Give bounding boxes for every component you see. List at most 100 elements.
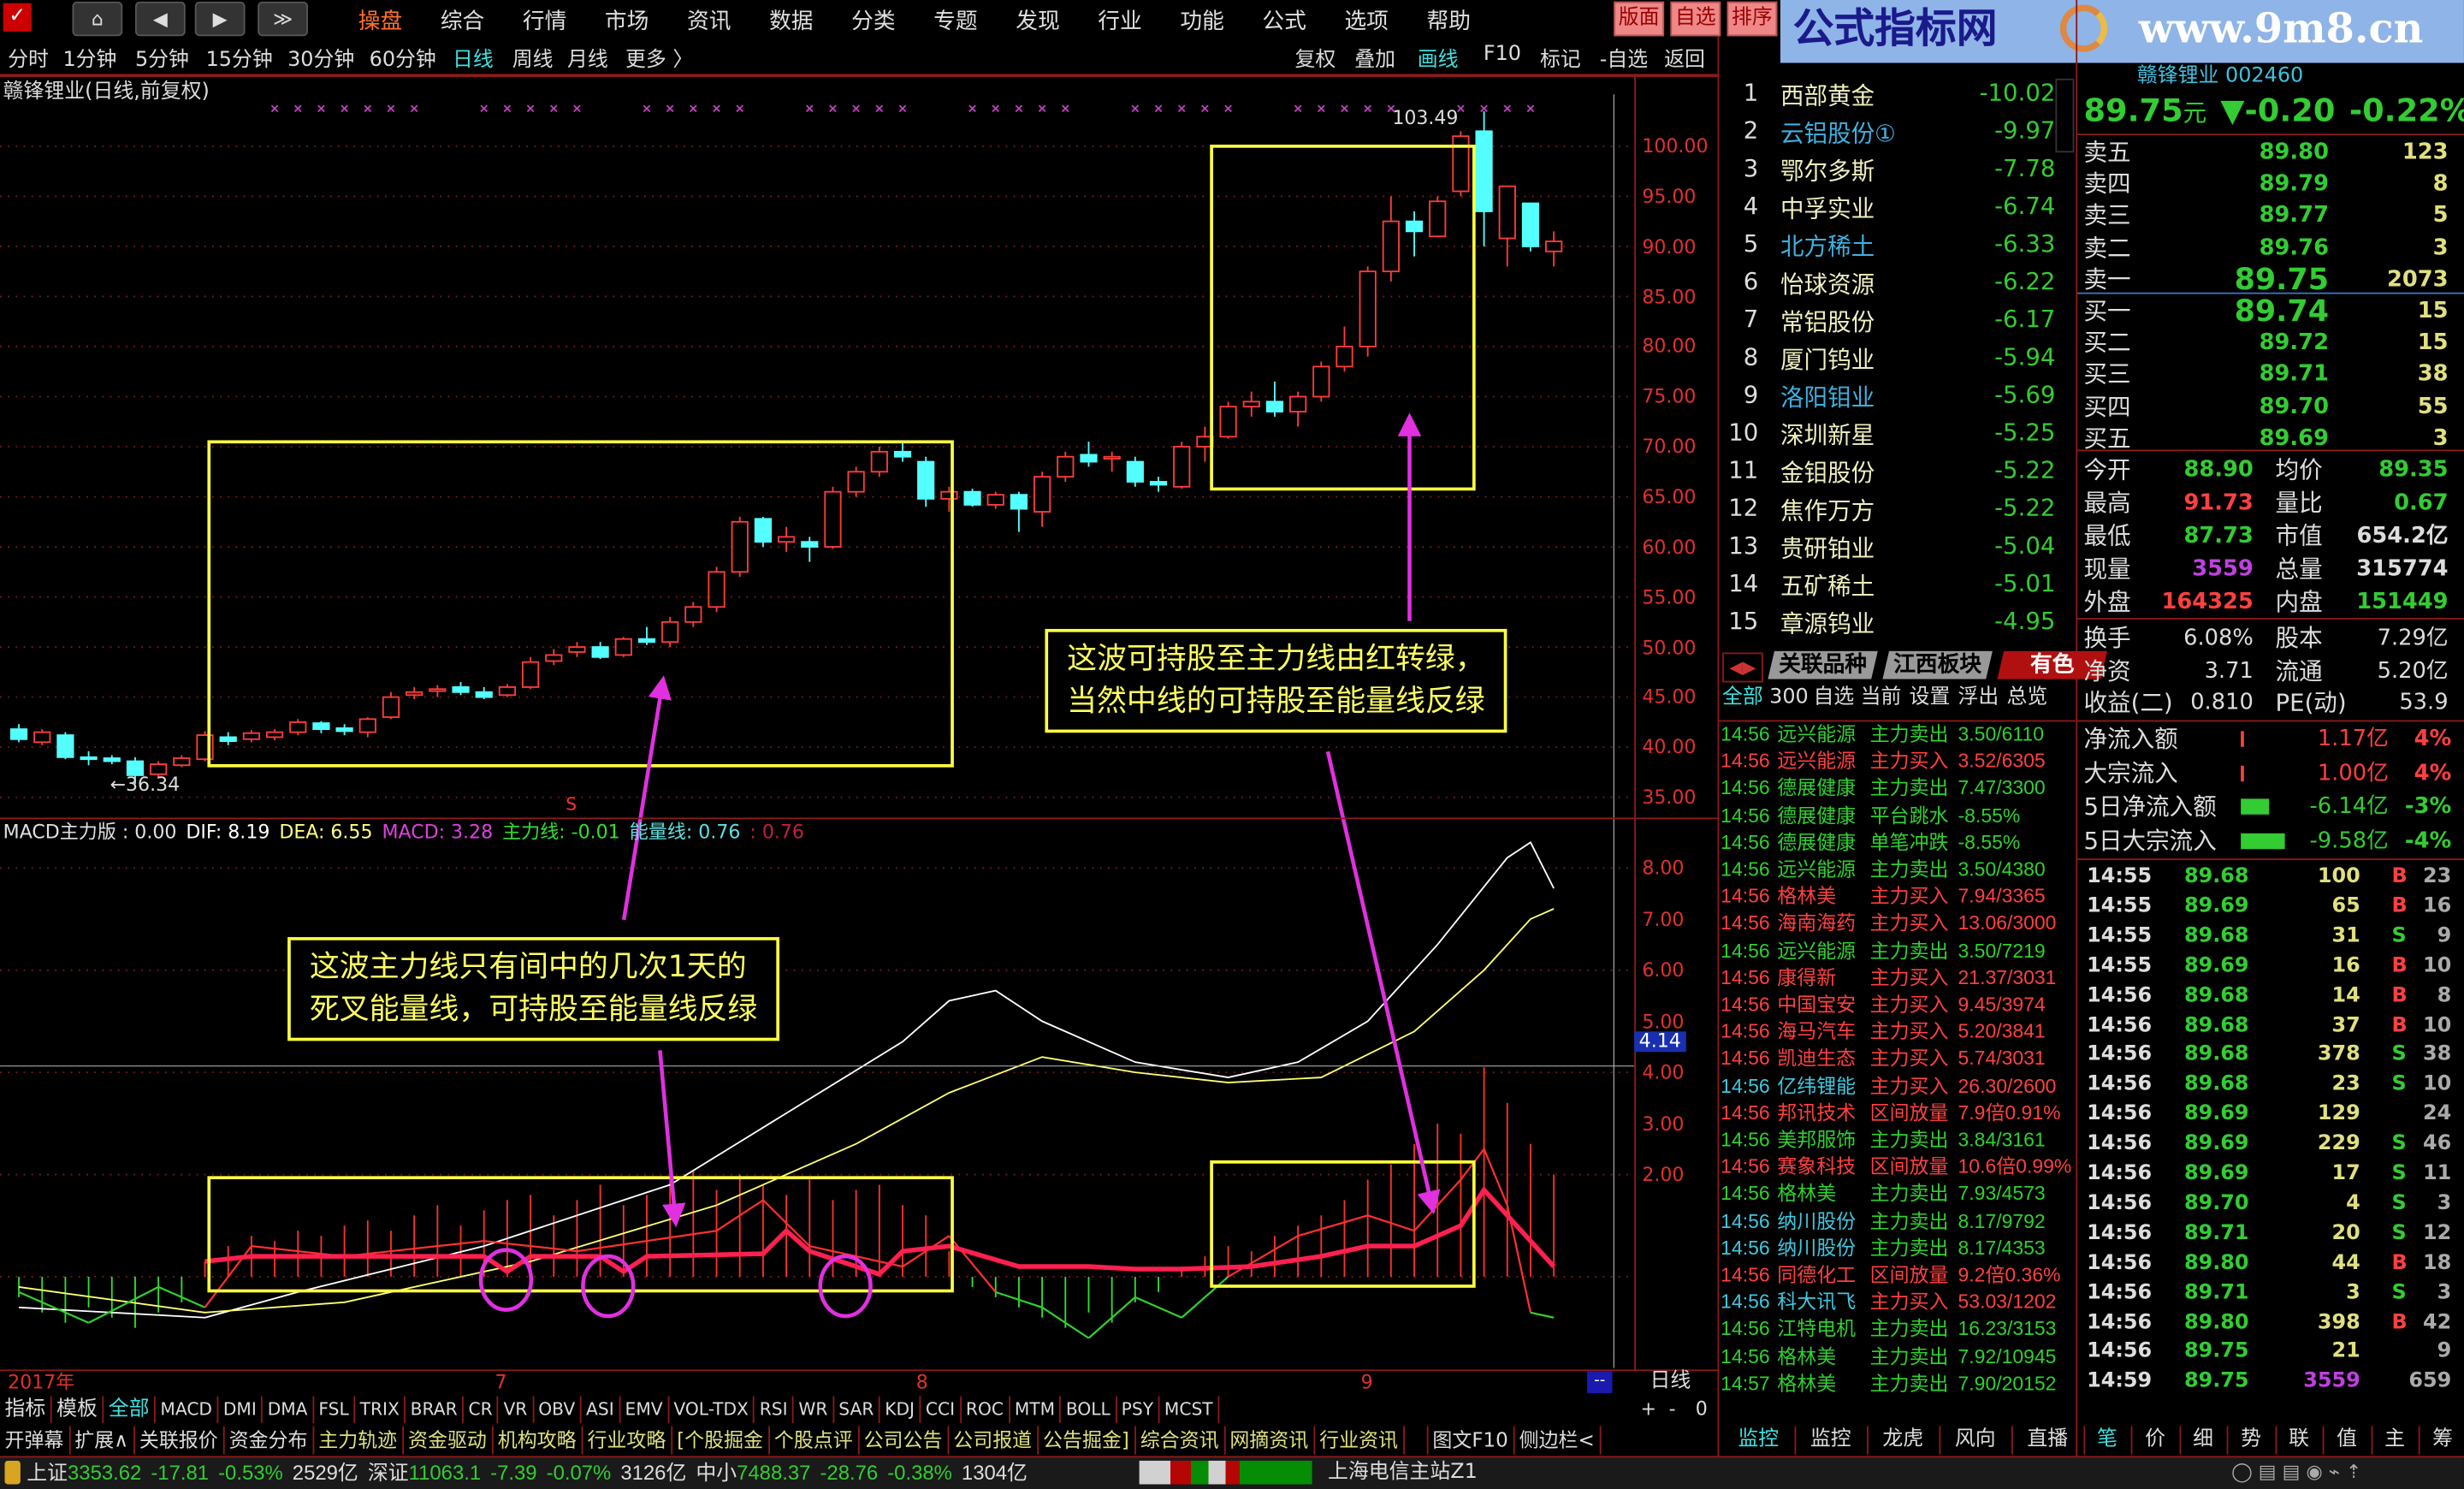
period-tab[interactable]: 更多 〉: [625, 48, 694, 73]
indicator-tab[interactable]: DMI: [218, 1396, 264, 1423]
period-tab[interactable]: 周线: [512, 48, 554, 73]
order-book-row[interactable]: 卖四 89.79 8: [2083, 169, 2449, 199]
chart-tool[interactable]: 标记: [1539, 48, 1581, 73]
indicator-tab[interactable]: CR: [464, 1396, 499, 1423]
chart-tool[interactable]: 复权: [1294, 48, 1336, 73]
function-tab[interactable]: 扩展∧: [70, 1426, 135, 1455]
function-tab[interactable]: 个股点评: [769, 1426, 860, 1455]
scroll-handle[interactable]: --: [1587, 1371, 1613, 1393]
indicator-tab[interactable]: BOLL: [1061, 1396, 1117, 1423]
panel-button[interactable]: 自选: [1670, 1, 1721, 37]
rank-list-item[interactable]: 11 金钼股份 -5.22: [1728, 455, 2056, 488]
panel-button[interactable]: 排序: [1727, 1, 1778, 37]
side-function-tab[interactable]: 细: [2180, 1426, 2229, 1455]
back-button[interactable]: ◀: [134, 1, 186, 37]
ticker-row[interactable]: 14:56 格林美 主力卖出 7.93/4573: [1721, 1183, 2046, 1206]
chart-tool[interactable]: F10: [1483, 42, 1521, 67]
menu-item[interactable]: 数据: [769, 9, 814, 35]
ticker-row[interactable]: 14:56 纳川股份 主力卖出 8.17/9792: [1721, 1210, 2046, 1232]
zoom-out-button[interactable]: -: [1668, 1397, 1676, 1421]
order-book-row[interactable]: 卖三 89.77 5: [2083, 201, 2449, 230]
ticker-row[interactable]: 14:56 德展健康 主力卖出 7.47/3300: [1721, 777, 2046, 800]
ticker-row[interactable]: 14:56 康得新 主力买入 21.37/3031: [1721, 966, 2057, 989]
function-tab[interactable]: 公司公告: [859, 1426, 949, 1455]
chart-tool[interactable]: 画线: [1417, 48, 1459, 73]
side-function-tab[interactable]: 价: [2131, 1426, 2181, 1455]
order-book-row[interactable]: 买二 89.72 15: [2083, 329, 2449, 358]
rank-list-item[interactable]: 2 云铝股份① -9.97: [1743, 116, 2056, 148]
menu-item[interactable]: 综合: [440, 9, 485, 35]
side-function-tab[interactable]: 联: [2276, 1426, 2325, 1455]
side-tab-arrows[interactable]: ◀▶: [1722, 652, 1763, 683]
ticker-row[interactable]: 14:57 格林美 主力卖出 7.90/20152: [1721, 1372, 2057, 1395]
indicator-tab[interactable]: 模板: [52, 1396, 104, 1423]
order-book-row[interactable]: 买五 89.69 3: [2083, 424, 2449, 453]
side-function-tab[interactable]: 直播: [2011, 1426, 2086, 1455]
side-subtab[interactable]: 浮出: [1958, 685, 1999, 709]
indicator-tab[interactable]: VOL-TDX: [669, 1396, 755, 1423]
menu-item[interactable]: 公式: [1262, 9, 1306, 35]
indicator-tab[interactable]: 指标: [0, 1396, 52, 1423]
side-tab[interactable]: 有色: [1997, 650, 2108, 679]
ticker-row[interactable]: 14:56 海马汽车 主力买入 5.20/3841: [1721, 1020, 2046, 1043]
menu-item[interactable]: 专题: [933, 9, 978, 35]
rank-list-item[interactable]: 15 章源钨业 -4.95: [1728, 607, 2056, 638]
rank-list-item[interactable]: 3 鄂尔多斯 -7.78: [1743, 154, 2056, 186]
function-tab[interactable]: 开弹幕: [0, 1426, 70, 1455]
indicator-tab[interactable]: PSY: [1116, 1396, 1160, 1423]
chart-tool[interactable]: -自选: [1599, 48, 1649, 73]
order-book-row[interactable]: 卖一 89.75 2073: [2083, 262, 2449, 297]
server-name[interactable]: 上海电信主站Z1: [1328, 1460, 1478, 1485]
ticker-row[interactable]: 14:56 远兴能源 主力卖出 3.50/7219: [1721, 940, 2046, 962]
indicator-tab[interactable]: VR: [499, 1396, 534, 1423]
order-book-row[interactable]: 卖五 89.80 123: [2083, 138, 2449, 167]
side-subtab[interactable]: 全部: [1722, 685, 1763, 709]
expand-button[interactable]: ≫: [258, 1, 308, 37]
ticker-row[interactable]: 14:56 同德化工 区间放量 9.2倍0.36%: [1721, 1264, 2061, 1286]
function-tab[interactable]: 图文F10: [1428, 1426, 1515, 1455]
order-book-row[interactable]: 买一 89.74 15: [2083, 294, 2449, 329]
indicator-tab[interactable]: TRIX: [355, 1396, 406, 1423]
side-function-tab[interactable]: 势: [2228, 1426, 2277, 1455]
sz-index[interactable]: 深证11063.1: [367, 1460, 482, 1485]
rank-list-item[interactable]: 10 深圳新星 -5.25: [1728, 418, 2056, 450]
tray-icons[interactable]: ◯ ▤ ▤ ◉ ⌁ ⇡: [2231, 1460, 2362, 1483]
indicator-tab[interactable]: DMA: [263, 1396, 314, 1423]
ticker-row[interactable]: 14:56 海南海药 主力买入 13.06/3000: [1721, 912, 2057, 935]
period-tab[interactable]: 1分钟: [62, 48, 117, 73]
period-tab[interactable]: 月线: [567, 48, 608, 73]
menu-item[interactable]: 行情: [522, 9, 567, 35]
indicator-tab[interactable]: RSI: [755, 1396, 794, 1423]
rank-list-item[interactable]: 9 洛阳钼业 -5.69: [1743, 380, 2056, 412]
side-subtab[interactable]: 300: [1769, 685, 1809, 709]
side-function-tab[interactable]: 监控: [1795, 1426, 1869, 1455]
home-button[interactable]: ⌂: [72, 1, 123, 37]
indicator-tab[interactable]: BRAR: [406, 1396, 464, 1423]
indicator-tab[interactable]: SAR: [834, 1396, 880, 1423]
period-tab[interactable]: 30分钟: [287, 48, 355, 73]
indicator-tab[interactable]: EMV: [620, 1396, 669, 1423]
status-icon[interactable]: [4, 1460, 21, 1485]
menu-item[interactable]: 分类: [851, 9, 896, 35]
indicator-tab[interactable]: MTM: [1010, 1396, 1062, 1423]
ticker-row[interactable]: 14:56 格林美 主力卖出 7.92/10945: [1721, 1345, 2057, 1367]
function-tab[interactable]: 资金分布: [224, 1426, 314, 1455]
function-tab[interactable]: 公告掘金]: [1039, 1426, 1136, 1455]
rank-list-item[interactable]: 4 中孚实业 -6.74: [1743, 192, 2056, 223]
side-function-tab[interactable]: 主: [2372, 1426, 2420, 1455]
side-subtab[interactable]: 总览: [2006, 685, 2048, 709]
rank-list-scroll[interactable]: [2055, 78, 2075, 153]
indicator-tab[interactable]: WR: [794, 1396, 834, 1423]
ticker-row[interactable]: 14:56 纳川股份 主力卖出 8.17/4353: [1721, 1237, 2046, 1260]
menu-item[interactable]: 行业: [1098, 9, 1142, 35]
ticker-row[interactable]: 14:56 格林美 主力买入 7.94/3365: [1721, 885, 2046, 908]
zoom-reset-button[interactable]: 0: [1695, 1397, 1708, 1421]
side-subtab[interactable]: 自选: [1813, 685, 1855, 709]
ticker-row[interactable]: 14:56 赛象科技 区间放量 10.6倍0.99%: [1721, 1155, 2072, 1178]
rank-list-item[interactable]: 8 厦门钨业 -5.94: [1743, 342, 2056, 375]
indicator-tab[interactable]: 全部: [104, 1396, 156, 1423]
menu-item[interactable]: 资讯: [686, 9, 732, 35]
side-function-tab[interactable]: 筹: [2420, 1427, 2464, 1455]
rank-list-item[interactable]: 7 常铝股份 -6.17: [1743, 305, 2056, 337]
menu-item[interactable]: 发现: [1016, 9, 1060, 35]
